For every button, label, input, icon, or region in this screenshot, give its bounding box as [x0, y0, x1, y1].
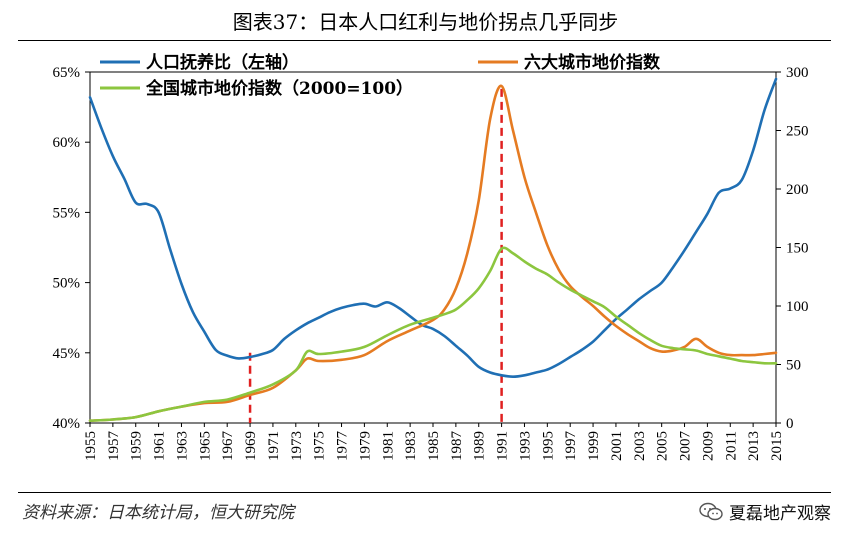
- legend-label: 六大城市地价指数: [524, 52, 661, 73]
- y-right-tick-label: 50: [786, 358, 801, 374]
- x-tick-label: 2011: [723, 431, 739, 460]
- source-note: 资料来源：日本统计局，恒大研究院: [22, 503, 294, 523]
- x-tick-label: 2015: [769, 431, 785, 461]
- y-right-tick-label: 300: [786, 65, 809, 81]
- x-tick-label: 1965: [197, 431, 213, 461]
- y-right-tick-label: 150: [786, 241, 809, 257]
- x-tick-label: 1981: [380, 431, 396, 461]
- brand-name: 夏磊地产观察: [729, 504, 831, 524]
- x-tick-label: 2001: [609, 431, 625, 461]
- x-tick-label: 1991: [495, 431, 511, 461]
- x-tick-label: 1963: [174, 431, 190, 461]
- plot-frame: [89, 71, 777, 424]
- series-national-land-index: [88, 246, 778, 422]
- x-tick-label: 1975: [312, 431, 328, 461]
- title-divider: [18, 40, 831, 41]
- y-right-tick-label: 100: [786, 299, 809, 315]
- y-left-tick-label: 55%: [53, 205, 81, 221]
- x-tick-label: 1971: [266, 431, 282, 461]
- y-right-tick-label: 0: [786, 416, 794, 432]
- x-tick-label: 1961: [152, 431, 168, 461]
- x-tick-label: 1989: [472, 431, 488, 461]
- x-tick-label: 1995: [540, 431, 556, 461]
- page-title: 图表37：日本人口红利与地价拐点几乎同步: [232, 10, 619, 34]
- x-tick-label: 1985: [426, 431, 442, 461]
- y-left-tick-label: 50%: [53, 276, 81, 292]
- x-tick-label: 2005: [655, 431, 671, 461]
- legend-label: 人口抚养比（左轴）: [146, 52, 299, 73]
- annotations: [248, 88, 503, 423]
- x-tick-label: 1967: [220, 431, 236, 462]
- x-tick-label: 1969: [243, 431, 259, 461]
- brand-watermark: 夏磊地产观察: [699, 499, 831, 524]
- x-tick-label: 1973: [289, 431, 305, 461]
- x-tick-label: 2003: [632, 431, 648, 461]
- legend-label: 全国城市地价指数（2000=100）: [145, 78, 413, 99]
- x-tick-label: 1987: [449, 431, 465, 462]
- y-left-tick-label: 45%: [53, 346, 81, 362]
- y-right-tick-label: 200: [786, 182, 809, 198]
- x-tick-label: 2013: [746, 431, 762, 461]
- x-tick-label: 1983: [403, 431, 419, 461]
- x-tick-label: 2007: [678, 431, 694, 462]
- x-tick-label: 2009: [700, 431, 716, 461]
- x-tick-label: 1957: [106, 431, 122, 462]
- series-dependency-ratio: [88, 77, 778, 378]
- y-left-tick-label: 40%: [53, 416, 81, 432]
- x-tick-label: 1955: [83, 431, 99, 461]
- y-right-tick-label: 250: [786, 124, 809, 140]
- footer-divider: [18, 492, 831, 493]
- wechat-icon: [699, 502, 723, 520]
- x-tick-label: 1977: [335, 431, 351, 462]
- series-six-cities-land-index: [88, 84, 778, 422]
- y-left-tick-label: 60%: [53, 135, 81, 151]
- x-tick-label: 1979: [357, 431, 373, 461]
- x-tick-label: 1959: [129, 431, 145, 461]
- line-chart: 40% 45% 50% 55% 60% 65% 0 50 100 150 200 250 300 1955…: [53, 52, 809, 461]
- x-tick-label: 1993: [517, 431, 533, 461]
- x-tick-label: 1997: [563, 431, 579, 462]
- chart-series: [88, 77, 778, 422]
- chart-axes: 40% 45% 50% 55% 60% 65% 0 50 100 150 200 250 300 1955…: [53, 65, 809, 461]
- x-tick-label: 1999: [586, 431, 602, 461]
- y-left-tick-label: 65%: [53, 65, 81, 81]
